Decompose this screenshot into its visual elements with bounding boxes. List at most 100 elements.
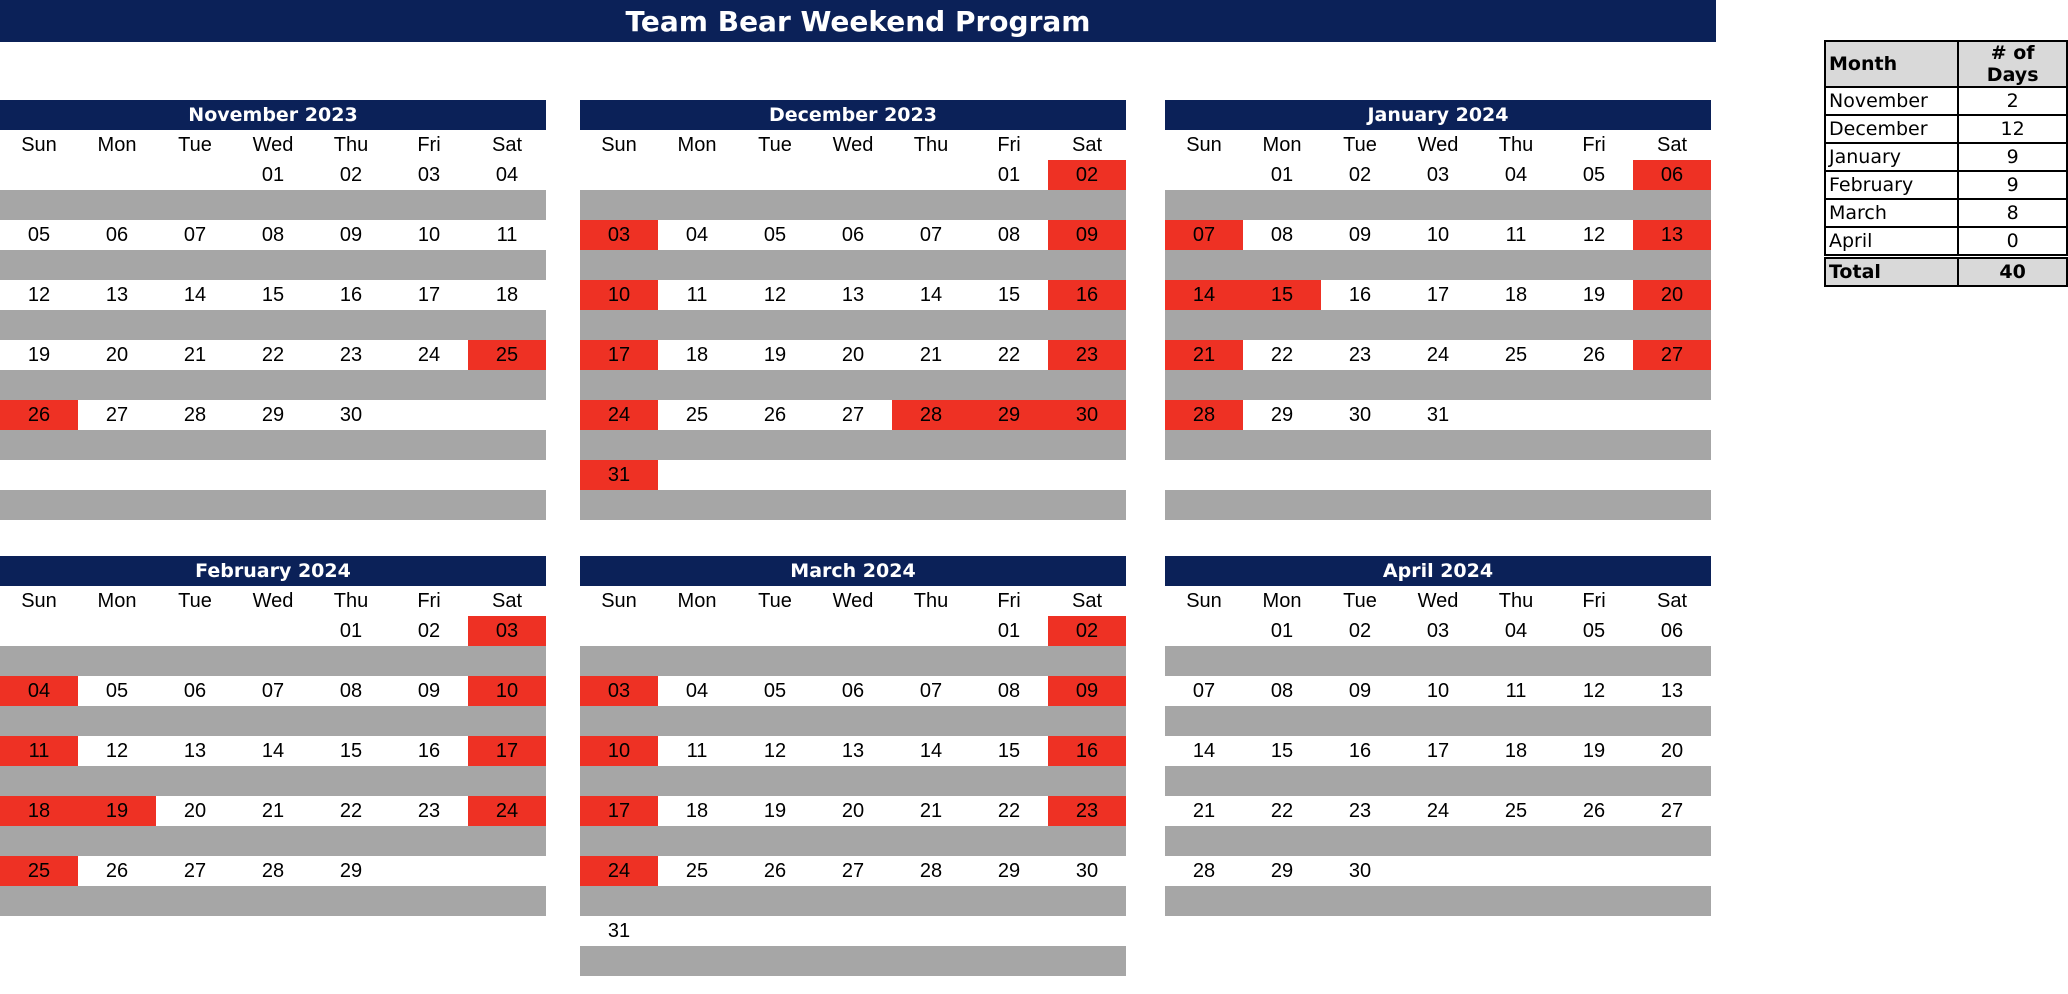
day-cell: 03 [1426,620,1450,642]
day-cell [312,460,390,490]
day-cell: 31 [580,460,658,490]
day-cell [390,856,468,886]
day-cell: 17 [468,736,546,766]
weekday-label: Wed [252,590,294,612]
week-separator [580,430,1126,460]
summary-header-row: Month # of Days [1823,40,2068,88]
week-separator [0,190,546,220]
day-cell: 12 [27,284,51,306]
day-cell: 20 [841,344,865,366]
day-cell: 01 [997,620,1021,642]
day-cell: 02 [1048,160,1126,190]
weekday-label: Fri [1582,134,1606,156]
day-cell: 19 [78,796,156,826]
weekday-label: Fri [997,134,1021,156]
weekday-label: Sat [1071,590,1103,612]
week-separator [580,490,1126,520]
day-cell: 07 [1165,220,1243,250]
day-cell [970,460,1048,490]
day-cell: 12 [1582,680,1606,702]
day-cell: 10 [1426,224,1450,246]
day-cell [736,160,814,190]
day-cell: 08 [997,224,1021,246]
day-cell: 11 [686,740,708,762]
week-row: 14 15 16 17 18 19 20 [1165,280,1711,310]
day-cell: 11 [0,736,78,766]
day-cell [468,460,546,490]
weekday-label: Sun [1186,590,1222,612]
day-cell: 24 [417,344,441,366]
day-cell: 03 [580,220,658,250]
day-cell [814,916,892,946]
week-separator [0,490,546,520]
weekday-label: Thu [1498,134,1534,156]
day-cell: 31 [607,920,631,942]
day-cell: 30 [1348,860,1372,882]
day-cell [814,616,892,646]
day-cell: 04 [495,164,519,186]
day-cell: 03 [1426,164,1450,186]
week-row: 19 20 21 22 23 24 25 [0,340,546,370]
week-row: 07 08 09 10 11 12 13 [1165,220,1711,250]
day-cell: 24 [580,856,658,886]
week-separator [580,946,1126,976]
summary-days: 12 [1957,114,2068,144]
day-cell: 21 [1165,340,1243,370]
day-cell: 29 [997,860,1021,882]
week-row: 03 04 05 06 07 08 09 [580,220,1126,250]
day-cell: 10 [1426,680,1450,702]
day-cell: 27 [1660,800,1684,822]
days-summary-table: Month # of Days November 2 December 12 J… [1823,40,2068,287]
day-cell: 11 [496,224,518,246]
week-row [1165,460,1711,490]
week-row: 10 11 12 13 14 15 16 [580,736,1126,766]
day-cell: 24 [468,796,546,826]
day-cell: 25 [0,856,78,886]
day-cell [1633,856,1711,886]
week-row: 18 19 20 21 22 23 24 [0,796,546,826]
day-cell: 14 [919,284,943,306]
week-row: 01 02 [580,616,1126,646]
day-cell: 19 [763,344,787,366]
day-cell: 16 [1348,284,1372,306]
day-cell: 13 [841,740,865,762]
day-cell [1243,460,1321,490]
day-cell: 20 [1660,740,1684,762]
week-row: 31 [580,460,1126,490]
day-cell: 27 [183,860,207,882]
weekday-label: Mon [97,590,137,612]
day-cell: 05 [1582,164,1606,186]
day-cell [658,916,736,946]
day-cell [814,160,892,190]
weekday-label: Wed [252,134,294,156]
week-separator [1165,310,1711,340]
week-separator [580,190,1126,220]
day-cell: 09 [339,224,363,246]
week-separator [580,766,1126,796]
summary-days: 9 [1957,170,2068,200]
day-cell [1165,460,1243,490]
month-calendar: November 2023 Sun Mon Tue Wed Thu Fri Sat 01 02… [0,100,546,520]
day-cell: 28 [1192,860,1216,882]
day-cell: 21 [1192,800,1216,822]
day-cell: 03 [468,616,546,646]
month-title: January 2024 [1165,100,1711,130]
day-cell: 21 [919,800,943,822]
day-cell [1048,460,1126,490]
day-cell: 19 [27,344,51,366]
week-separator [0,310,546,340]
day-cell: 21 [183,344,207,366]
day-cell: 15 [997,740,1021,762]
day-cell [1399,856,1477,886]
day-cell: 02 [417,620,441,642]
weekday-label: Sat [491,134,523,156]
day-cell: 22 [997,344,1021,366]
week-row: 01 02 [580,160,1126,190]
day-cell: 28 [183,404,207,426]
day-cell: 07 [919,680,943,702]
day-cell: 15 [1243,280,1321,310]
day-cell: 18 [685,800,709,822]
weekday-label: Thu [333,590,369,612]
day-cell: 25 [685,404,709,426]
weekday-label: Wed [1417,134,1459,156]
